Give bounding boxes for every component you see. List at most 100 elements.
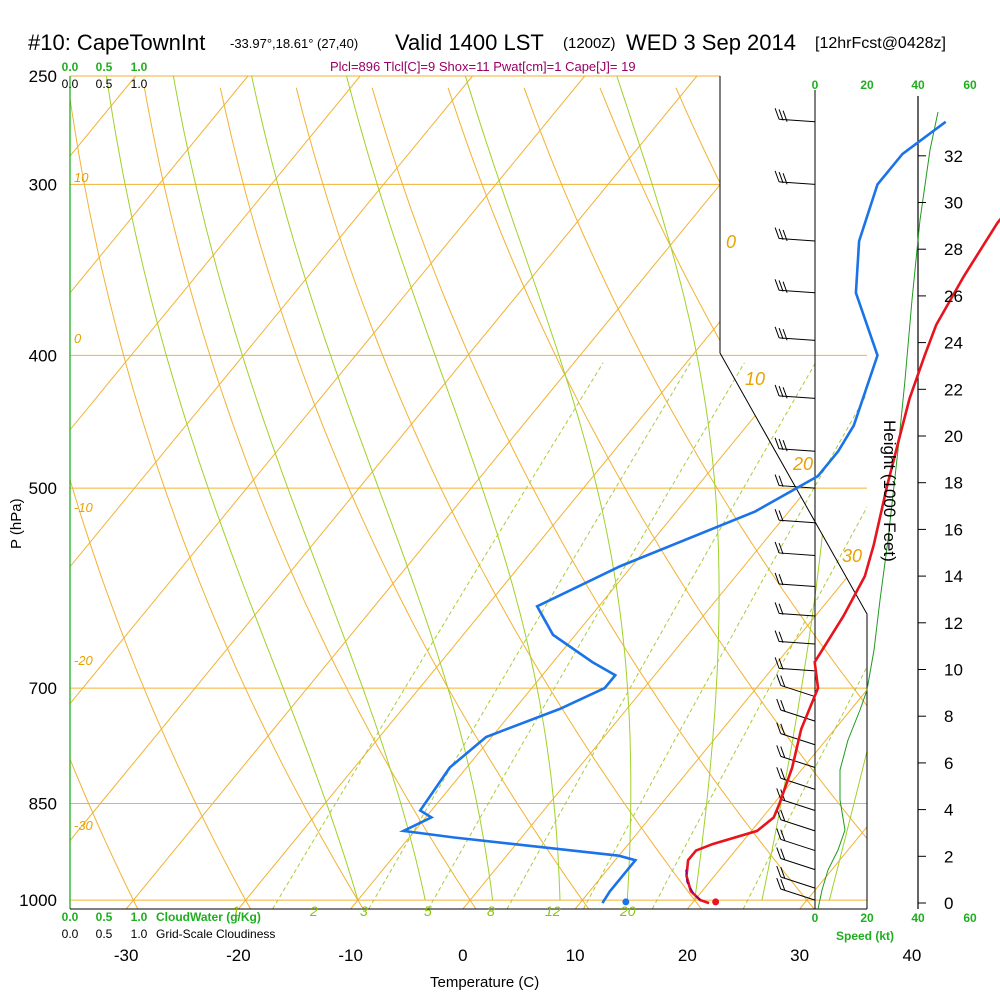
cloud-tick-bottom-green: 0.0 — [62, 910, 79, 924]
height-tick-26: 26 — [944, 287, 963, 306]
dry-adiabat-lines — [70, 87, 867, 909]
moist-adiabat — [251, 76, 494, 901]
wind-barb-feather — [774, 170, 780, 183]
isotherm-line — [70, 76, 698, 909]
pressure-tick-700: 700 — [29, 679, 57, 698]
wind-barb-feather — [778, 603, 784, 615]
isotherm-line — [350, 76, 867, 909]
wind-barb-feather — [782, 329, 788, 341]
height-axis-label: Height (1000 Feet) — [880, 420, 899, 562]
speed-tick-top-60: 60 — [963, 78, 977, 92]
wind-barb — [776, 767, 816, 790]
sounding-series — [399, 120, 1000, 906]
moist-adiabat — [105, 76, 359, 901]
wind-barb-feather — [780, 768, 786, 780]
wind-barb-feather — [780, 867, 786, 879]
wind-barb-staff — [780, 876, 816, 889]
cloud-tick-bottom-black: 0.5 — [96, 927, 113, 941]
height-tick-18: 18 — [944, 474, 963, 493]
moist-adiabat — [828, 76, 867, 901]
speed-tick-bottom-20: 20 — [860, 911, 874, 925]
x-axis-label: Temperature (C) — [430, 974, 539, 991]
moist-adiabat-label: 30 — [842, 546, 862, 566]
mixing-ratio-lines — [272, 362, 867, 909]
dry-adiabat — [827, 87, 867, 909]
wind-barb-feather — [774, 227, 780, 239]
height-tick-8: 8 — [944, 707, 953, 726]
wind-barb — [776, 828, 816, 852]
mixing-ratio-line — [272, 362, 604, 909]
plot-frame — [69, 76, 919, 910]
temperature-tick-10: 10 — [566, 946, 585, 965]
wind-barb-feather — [782, 110, 788, 122]
isotherm-line — [237, 76, 867, 909]
wind-barb-feather — [778, 573, 784, 586]
dry-adiabat — [599, 87, 867, 909]
dry-adiabat-label: -20 — [74, 653, 94, 668]
wind-barb-feather — [774, 630, 780, 642]
wind-barb — [776, 722, 816, 746]
wind-barb-feather — [774, 602, 780, 614]
title-date: WED 3 Sep 2014 — [626, 30, 796, 55]
dry-adiabat — [523, 87, 867, 909]
cloud-tick-top-green: 0.0 — [62, 60, 79, 74]
wind-barb-feather — [774, 572, 780, 585]
dry-adiabat — [70, 87, 364, 909]
wind-barb-feather — [776, 865, 782, 878]
wind-barb-staff — [779, 519, 816, 524]
wind-barb-feather — [778, 171, 784, 184]
wind-barb-feather — [776, 767, 782, 779]
wind-barb-feather — [778, 228, 784, 240]
wind-barb — [776, 865, 816, 889]
wind-barb — [774, 509, 816, 524]
wind-barb-staff — [779, 667, 816, 672]
wind-barb-feather — [778, 658, 784, 670]
wind-barb-feather — [774, 657, 780, 669]
wind-barb-staff — [780, 888, 816, 901]
wind-barb-staff — [780, 858, 816, 871]
wind-barb — [774, 657, 816, 672]
isotherm-line — [70, 76, 361, 909]
dry-adiabat — [295, 87, 702, 909]
mixing-ratio-label: 3 — [360, 903, 368, 919]
moist-adiabat-label: 10 — [745, 369, 765, 389]
wind-barb-staff — [779, 612, 816, 617]
wind-barb-feather — [774, 541, 780, 554]
wind-barb — [774, 170, 816, 185]
isotherm-line — [70, 76, 473, 909]
cloud-tick-bottom-black: 0.0 — [62, 927, 79, 941]
wind-barb-feather — [778, 631, 784, 643]
wind-barb — [774, 326, 816, 341]
wind-barb-feather — [778, 327, 784, 340]
isotherm-lines — [70, 76, 867, 909]
mixing-ratio-label: 8 — [487, 903, 495, 919]
wind-barb — [774, 437, 816, 452]
height-tick-32: 32 — [944, 147, 963, 166]
wind-barb — [776, 877, 816, 901]
mixing-ratio-label: 5 — [424, 903, 432, 919]
temperature-tick-40: 40 — [902, 946, 921, 965]
speed-tick-top-40: 40 — [911, 78, 925, 92]
cloudwater-label: CloudWater (g/Kg) — [156, 910, 261, 924]
series-parcel — [685, 869, 701, 901]
dry-adiabat — [219, 87, 590, 909]
pressure-tick-250: 250 — [29, 67, 57, 86]
dry-adiabat-label: -30 — [74, 818, 94, 833]
surface-dewpoint-marker — [622, 898, 630, 906]
wind-barb — [774, 384, 816, 399]
height-tick-4: 4 — [944, 801, 953, 820]
temperature-ticks: -30 -20 -10 0 10 20 30 40 — [114, 946, 922, 965]
wind-barb-feather — [780, 848, 786, 860]
cloud-tick-top-black: 0.0 — [62, 77, 79, 91]
temperature-tick-20: 20 — [678, 946, 697, 965]
mixing-ratio-line — [427, 362, 745, 909]
temperature-tick--10: -10 — [338, 946, 363, 965]
wind-barb-feather — [782, 281, 788, 293]
wind-barb — [776, 808, 816, 832]
title-valid: Valid 1400 LST — [395, 30, 544, 55]
dry-adiabat — [70, 87, 251, 909]
cloudiness-label: Grid-Scale Cloudiness — [156, 927, 275, 941]
isotherm-line — [687, 76, 867, 909]
